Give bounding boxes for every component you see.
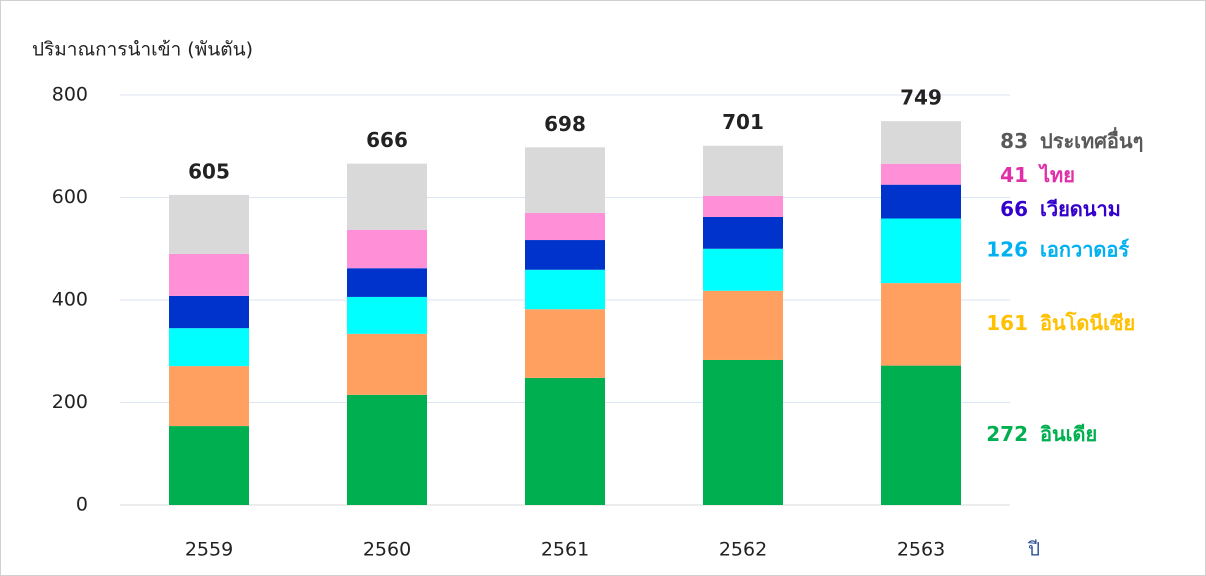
legend-label: เวียดนาม (1040, 197, 1121, 221)
bar-segment (169, 426, 249, 505)
y-axis-title: ปริมาณการนำเข้า (พันตัน) (32, 39, 253, 61)
bar-segment (347, 394, 427, 505)
bar-segment (703, 290, 783, 360)
bar-segment (525, 377, 605, 505)
side-value-label: 161 (986, 311, 1028, 335)
bar-segment (525, 212, 605, 241)
bar-segment (881, 283, 961, 366)
bar-segment (525, 269, 605, 310)
total-label: 698 (544, 112, 586, 136)
bar-segment (347, 333, 427, 395)
bar-segment (881, 121, 961, 164)
x-tick-label: 2562 (719, 539, 767, 561)
bar-segment (881, 184, 961, 219)
bar-segment (525, 240, 605, 270)
side-value-label: 126 (986, 237, 1028, 261)
bar-segment (169, 194, 249, 254)
side-value-label: 66 (1000, 197, 1028, 221)
y-tick-label: 800 (52, 84, 88, 106)
bar-segment (703, 145, 783, 196)
bar-segment (703, 248, 783, 291)
side-value-label: 83 (1000, 129, 1028, 153)
y-tick-label: 0 (76, 494, 88, 516)
bar-segment (703, 216, 783, 249)
bar-segment (347, 296, 427, 334)
bar-segment (525, 147, 605, 213)
bar-segment (347, 268, 427, 297)
bar-segment (525, 309, 605, 378)
x-axis-title: ปี (1027, 539, 1040, 561)
bar-segment (881, 163, 961, 185)
legend-label: เอกวาดอร์ (1040, 237, 1129, 261)
x-tick-label: 2561 (541, 539, 589, 561)
y-tick-label: 200 (52, 391, 88, 413)
bar-segment (169, 253, 249, 296)
bar-segment (703, 195, 783, 217)
bar-segment (703, 359, 783, 505)
total-label: 749 (900, 86, 942, 110)
x-tick-label: 2563 (897, 539, 945, 561)
bar-segment (347, 163, 427, 230)
bar-segment (169, 328, 249, 367)
bar-segment (881, 365, 961, 505)
y-tick-label: 600 (52, 186, 88, 208)
legend-label: ประเทศอื่นๆ (1040, 126, 1143, 153)
bar-segment (881, 218, 961, 284)
legend-label: อินโดนีเซีย (1040, 311, 1135, 335)
side-value-label: 272 (986, 422, 1028, 446)
legend-label: อินเดีย (1040, 422, 1097, 446)
total-label: 701 (722, 110, 764, 134)
side-value-label: 41 (1000, 163, 1028, 187)
legend-label: ไทย (1038, 163, 1075, 187)
bar-segment (169, 295, 249, 329)
total-label: 666 (366, 128, 408, 152)
bar-segment (169, 366, 249, 427)
x-tick-label: 2559 (185, 539, 233, 561)
y-tick-label: 400 (52, 289, 88, 311)
x-tick-label: 2560 (363, 539, 411, 561)
bar-segment (347, 229, 427, 269)
total-label: 605 (188, 159, 230, 183)
